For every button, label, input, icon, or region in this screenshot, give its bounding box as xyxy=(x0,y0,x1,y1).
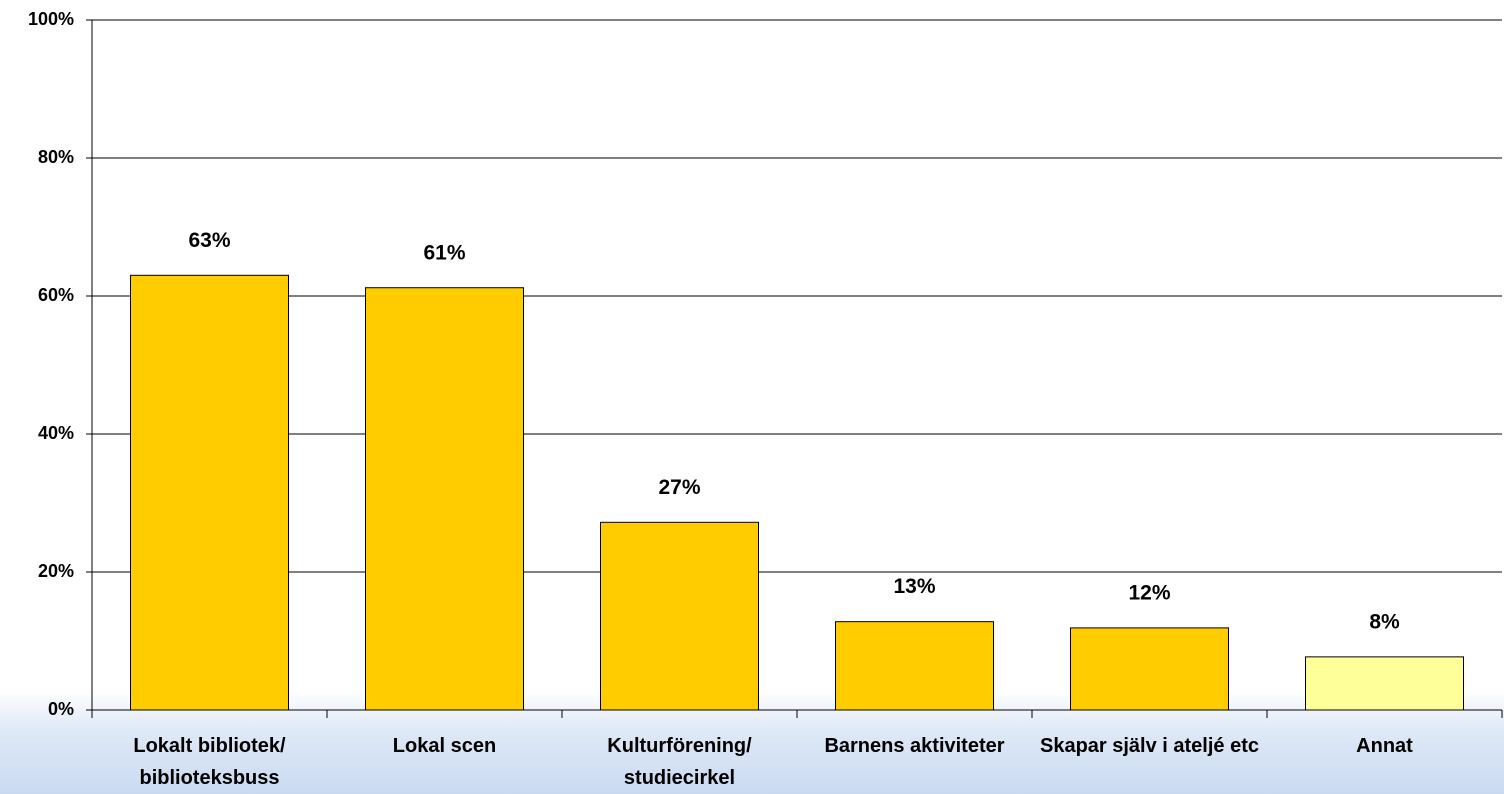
bar xyxy=(365,287,524,711)
value-label: 8% xyxy=(1369,610,1400,633)
x-tick-label: Kulturförening/ studiecirkel xyxy=(607,735,752,789)
bar xyxy=(835,621,994,711)
value-label: 27% xyxy=(658,476,700,499)
x-tick-label: Skapar själv i ateljé etc xyxy=(1039,735,1260,757)
value-label: 61% xyxy=(423,241,465,264)
x-tick-label: Lokal scen xyxy=(392,735,497,757)
x-tick-label: Barnens aktiviteter xyxy=(824,735,1005,757)
value-label: 63% xyxy=(188,229,230,252)
bar xyxy=(1305,656,1464,711)
y-tick-label: 20% xyxy=(38,561,74,581)
bar xyxy=(1070,627,1229,711)
value-label: 13% xyxy=(893,575,935,598)
y-tick-label: 100% xyxy=(28,9,74,29)
value-label: 12% xyxy=(1128,581,1170,604)
y-tick-label: 80% xyxy=(38,147,74,167)
y-tick-label: 40% xyxy=(38,423,74,443)
bar xyxy=(600,521,759,711)
y-tick-label: 0% xyxy=(48,699,74,719)
x-tick-label: Lokalt bibliotek/ biblioteksbuss xyxy=(133,735,286,789)
x-tick-label: Annat xyxy=(1356,735,1413,757)
bar xyxy=(130,274,289,711)
y-tick-label: 60% xyxy=(38,285,74,305)
